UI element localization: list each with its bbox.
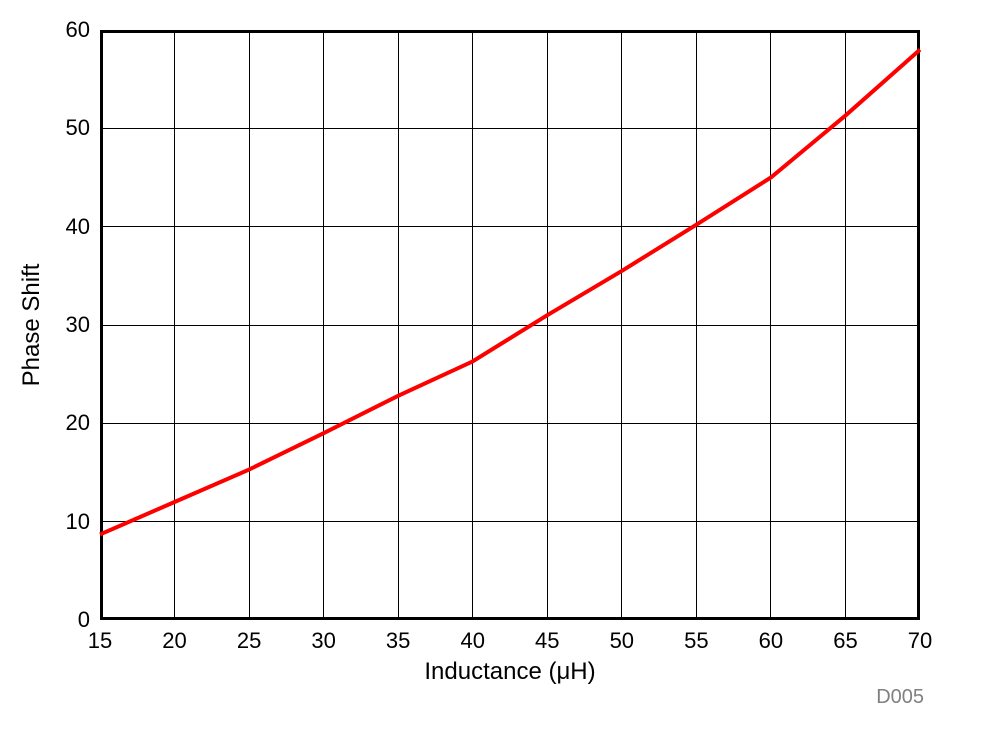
series-line bbox=[0, 0, 982, 734]
chart-canvas: Phase Shift Inductance (μH) D005 0102030… bbox=[0, 0, 982, 734]
